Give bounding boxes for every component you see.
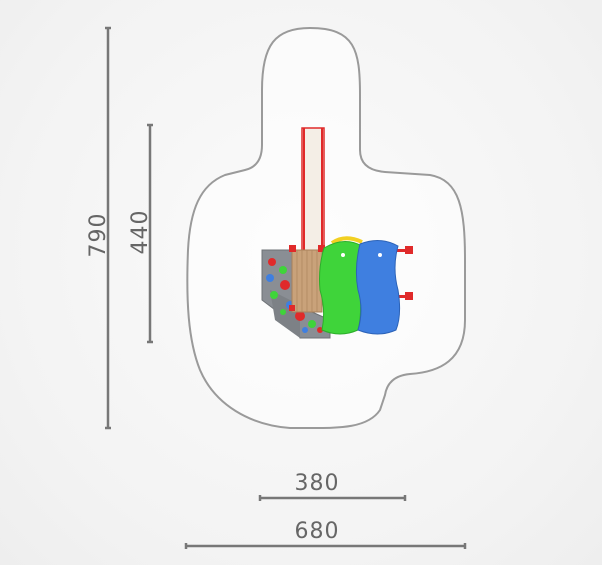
green-roof-panel [319, 241, 363, 335]
slide [301, 127, 325, 254]
blue-roof-panel [355, 240, 401, 335]
total-depth-label: 790 [86, 213, 111, 258]
structure-width-label: 380 [295, 471, 340, 496]
safety-zone-outline [186, 26, 466, 429]
dimension-structure-depth: 440 [128, 123, 153, 344]
dimension-total-depth: 790 [86, 26, 111, 430]
dimension-structure-width: 380 [258, 471, 407, 501]
total-width-label: 680 [295, 519, 340, 544]
dimension-total-width: 680 [184, 519, 467, 549]
structure-depth-label: 440 [128, 210, 153, 255]
frame-posts [289, 245, 413, 311]
